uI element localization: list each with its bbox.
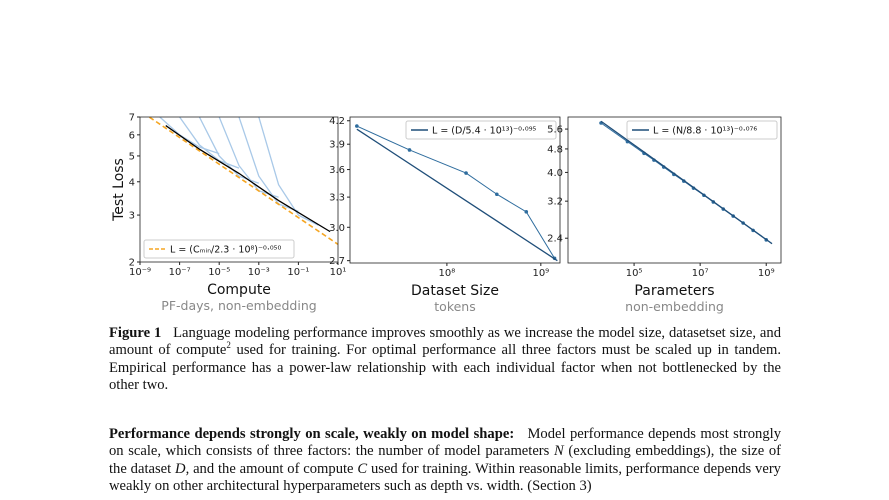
caption: Figure 1 Language modeling performance i… [109,325,781,394]
series-line [258,117,319,226]
y-tick-label: 5.6 [547,125,563,136]
fit-line [600,120,773,245]
x-tick-label: 10⁻³ [248,267,270,278]
y-tick-label: 5 [129,151,135,162]
math-var: N [554,443,564,460]
y-axis-label: Test Loss [111,158,127,222]
x-tick-label: 10⁻⁵ [208,267,230,278]
y-tick-label: 2.7 [329,256,345,267]
x-axis-subtitle: tokens [434,299,475,314]
paragraph: Performance depends strongly on scale, w… [109,426,781,495]
math-var: D [175,460,186,477]
paragraph-heading: Performance depends strongly on scale, w… [109,426,515,442]
legend-label: L = (Cₘᵢₙ/2.3 · 10⁸)⁻⁰·⁰⁵⁰ [170,245,281,256]
data-point [495,192,499,197]
caption-text: Language modeling performance improves s… [109,325,781,359]
x-axis-label: Dataset Size [411,283,499,299]
x-tick-label: 10⁹ [532,268,549,279]
paragraph-text: Model performance depends most strongly … [109,426,781,460]
y-tick-label: 3 [129,211,135,222]
legend-label: L = (N/8.8 · 10¹³)⁻⁰·⁰⁷⁶ [653,126,757,137]
footnote-mark: 2 [226,340,231,351]
y-tick-label: 3.0 [329,223,345,234]
y-tick-label: 7 [129,113,135,124]
series-line [159,117,220,155]
y-tick-label: 6 [129,130,135,141]
x-tick-label: 10⁸ [439,268,456,279]
legend-label: L = (D/5.4 · 10¹³)⁻⁰·⁰⁹⁵ [432,126,537,137]
y-tick-label: 3.9 [329,140,345,151]
y-tick-label: 3.3 [329,193,345,204]
figure: 10⁻⁹ 10⁻⁷ 10⁻⁵ 10⁻³ 10⁻¹ 10¹ 2 3 4 5 6 7 ComputePF-d… [111,113,782,314]
chart: 10⁵ 10⁷ 10⁹ 2.4 3.2 4.0 4.8 5.6 Parametersnon-em… [547,116,782,314]
series-line [238,117,299,212]
y-tick-label: 3.6 [329,165,345,176]
legend-box [626,120,778,140]
y-tick-label: 4.0 [547,168,563,179]
y-tick-label: 2 [129,258,135,269]
data-point [524,210,529,214]
y-tick-label: 4 [129,177,135,188]
x-tick-label: 10¹ [330,267,347,278]
math-var: C [357,460,368,477]
series-line [165,125,331,233]
plot-frame [567,116,782,264]
data-point [355,124,359,128]
x-tick-label: 10⁻⁷ [169,267,191,278]
plot-area [568,117,781,263]
paragraph-text: used for training. Within reasonable lim… [109,460,781,494]
chart: 10⁻⁹ 10⁻⁷ 10⁻⁵ 10⁻³ 10⁻¹ 10¹ 2 3 4 5 6 7 ComputePF-d… [111,113,346,314]
legend-box [143,239,295,259]
plot-frame [139,116,339,263]
paragraph-text: (excluding embeddings), the size of the … [109,443,782,477]
caption-label: Figure 1 [109,325,162,341]
x-tick-label: 10⁵ [626,268,643,279]
paragraph-text: , and the amount of compute [185,460,354,477]
y-tick-label: 4.8 [547,144,563,155]
x-tick-label: 10⁷ [692,268,709,279]
data-point [407,148,412,152]
x-axis-subtitle: non-embedding [625,299,724,314]
series-line [179,117,240,169]
fit-line [149,117,338,245]
data-point [464,171,468,175]
x-axis-label: Compute [207,282,271,298]
x-tick-label: 10⁹ [758,268,775,279]
legend-box [405,120,557,140]
plot-area [140,117,338,262]
fit-line [356,128,558,262]
chart: 10⁸ 10⁹ 2.7 3.0 3.3 3.6 3.9 4.2 Dataset Sizetoke… [329,116,561,314]
y-tick-label: 4.2 [329,116,345,127]
series-line [356,125,555,259]
plot-frame [349,116,561,264]
y-tick-label: 3.2 [547,197,563,208]
caption-text: used for training. For optimal performan… [109,342,781,393]
x-axis-subtitle: PF-days, non-embedding [161,298,316,313]
y-tick-label: 2.4 [547,234,563,245]
x-tick-label: 10⁻¹ [287,267,309,278]
x-axis-label: Parameters [634,283,714,299]
x-tick-label: 10⁻⁹ [129,267,151,278]
